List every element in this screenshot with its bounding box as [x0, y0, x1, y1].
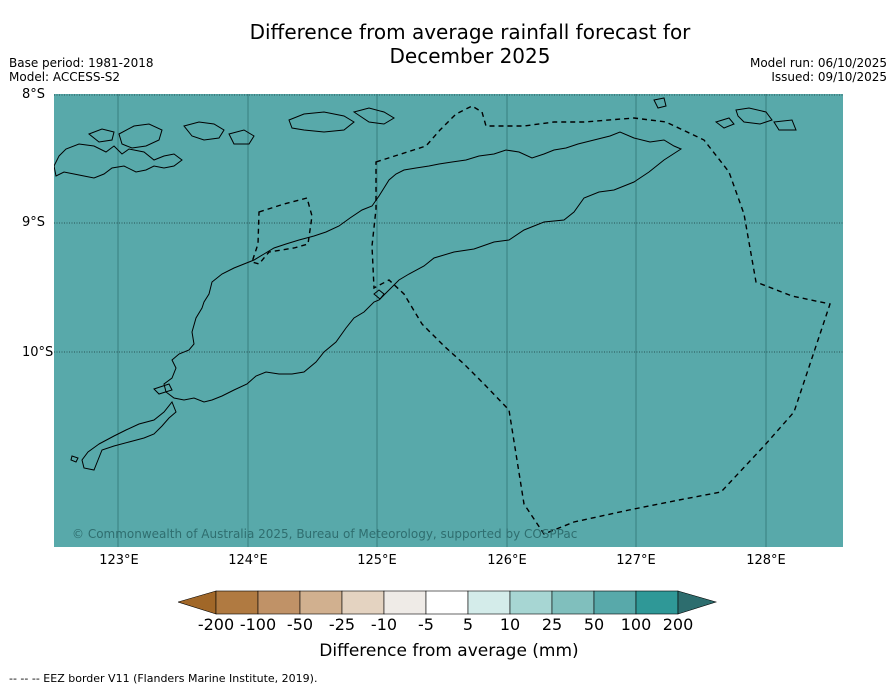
colorbar-tick-label: -10 — [370, 615, 398, 634]
forecast-fill — [54, 94, 843, 547]
small-islet-2 — [70, 455, 79, 463]
colorbar-segment — [593, 590, 637, 615]
issued-date: Issued: 09/10/2025 — [771, 70, 887, 84]
tanimbar-island-coastline — [773, 119, 797, 131]
colorbar-segment — [257, 590, 301, 615]
colorbar-tick-label: -100 — [239, 615, 277, 634]
romang-coastline — [228, 129, 255, 145]
lat-label-9s: 9°S — [22, 215, 46, 230]
title-line-1: Difference from average rainfall forecas… — [249, 20, 691, 44]
lat-label-8s: 8°S — [22, 87, 46, 102]
parallels — [54, 94, 843, 353]
model-name: Model: ACCESS-S2 — [9, 70, 121, 84]
colorbar-segment — [299, 590, 343, 615]
map-svg — [54, 94, 843, 547]
eez-timor-leste-north — [371, 105, 831, 535]
chart-title: Difference from average rainfall forecas… — [170, 20, 770, 68]
colorbar-segment — [635, 590, 679, 615]
colorbar-tick-label: -50 — [286, 615, 314, 634]
sermata-coastline — [653, 97, 667, 109]
colorbar-extend-low — [178, 590, 217, 615]
colorbar-tick-label: 200 — [662, 615, 694, 634]
wetar-coastline — [118, 123, 163, 149]
colorbar-tick-label: -5 — [418, 615, 434, 634]
moa-coastline — [352, 107, 395, 125]
colorbar — [178, 590, 718, 615]
timor-coastline — [163, 131, 683, 403]
alor-coastline — [54, 143, 183, 179]
coastlines — [54, 97, 797, 471]
colorbar-tick-label: -25 — [328, 615, 356, 634]
colorbar-tick-label: 50 — [583, 615, 605, 634]
base-period: Base period: 1981-2018 — [9, 56, 154, 70]
lon-label-126e: 126°E — [487, 553, 527, 568]
colorbar-segment — [467, 590, 511, 615]
lon-label-123e: 123°E — [99, 553, 139, 568]
title-line-2: December 2025 — [389, 44, 551, 68]
small-islet-1 — [153, 383, 173, 395]
meta-right: Model run: 06/10/2025 Issued: 09/10/2025 — [750, 56, 887, 84]
meta-left: Base period: 1981-2018 Model: ACCESS-S2 — [9, 56, 154, 84]
colorbar-segments — [178, 590, 718, 615]
leti-coastline — [288, 111, 355, 133]
babar-coastline — [714, 117, 735, 129]
colorbar-label: Difference from average (mm) — [319, 641, 579, 661]
kisar-coastline — [183, 121, 225, 141]
model-run: Model run: 06/10/2025 — [749, 56, 887, 70]
lon-label-128e: 128°E — [746, 553, 786, 568]
colorbar-tick-label: 25 — [541, 615, 563, 634]
colorbar-segment — [551, 590, 595, 615]
atauro-coastline — [373, 289, 385, 300]
colorbar-extend-high — [677, 590, 718, 615]
eez-oecusse — [251, 197, 313, 265]
lat-label-10s: 10°S — [22, 345, 54, 360]
eez-border — [251, 105, 831, 535]
colorbar-segment — [341, 590, 385, 615]
colorbar-tick-label: -200 — [197, 615, 235, 634]
pantar-coastline — [88, 128, 115, 143]
eastern-island-coastline — [735, 107, 773, 125]
copyright-notice: © Commonwealth of Australia 2025, Bureau… — [72, 527, 578, 541]
colorbar-segment — [425, 590, 469, 615]
graticule — [117, 94, 767, 547]
lon-label-127e: 127°E — [616, 553, 656, 568]
map-area: © Commonwealth of Australia 2025, Bureau… — [54, 94, 843, 547]
footnote: -- -- -- EEZ border V11 (Flanders Marine… — [9, 672, 318, 685]
colorbar-tick-label: 100 — [620, 615, 652, 634]
sumba-coastline — [81, 401, 177, 471]
colorbar-tick-label: 5 — [462, 615, 474, 634]
colorbar-segment — [215, 590, 259, 615]
colorbar-segment — [509, 590, 553, 615]
colorbar-tick-label: 10 — [499, 615, 521, 634]
lon-label-125e: 125°E — [357, 553, 397, 568]
colorbar-segment — [383, 590, 427, 615]
lon-label-124e: 124°E — [228, 553, 268, 568]
